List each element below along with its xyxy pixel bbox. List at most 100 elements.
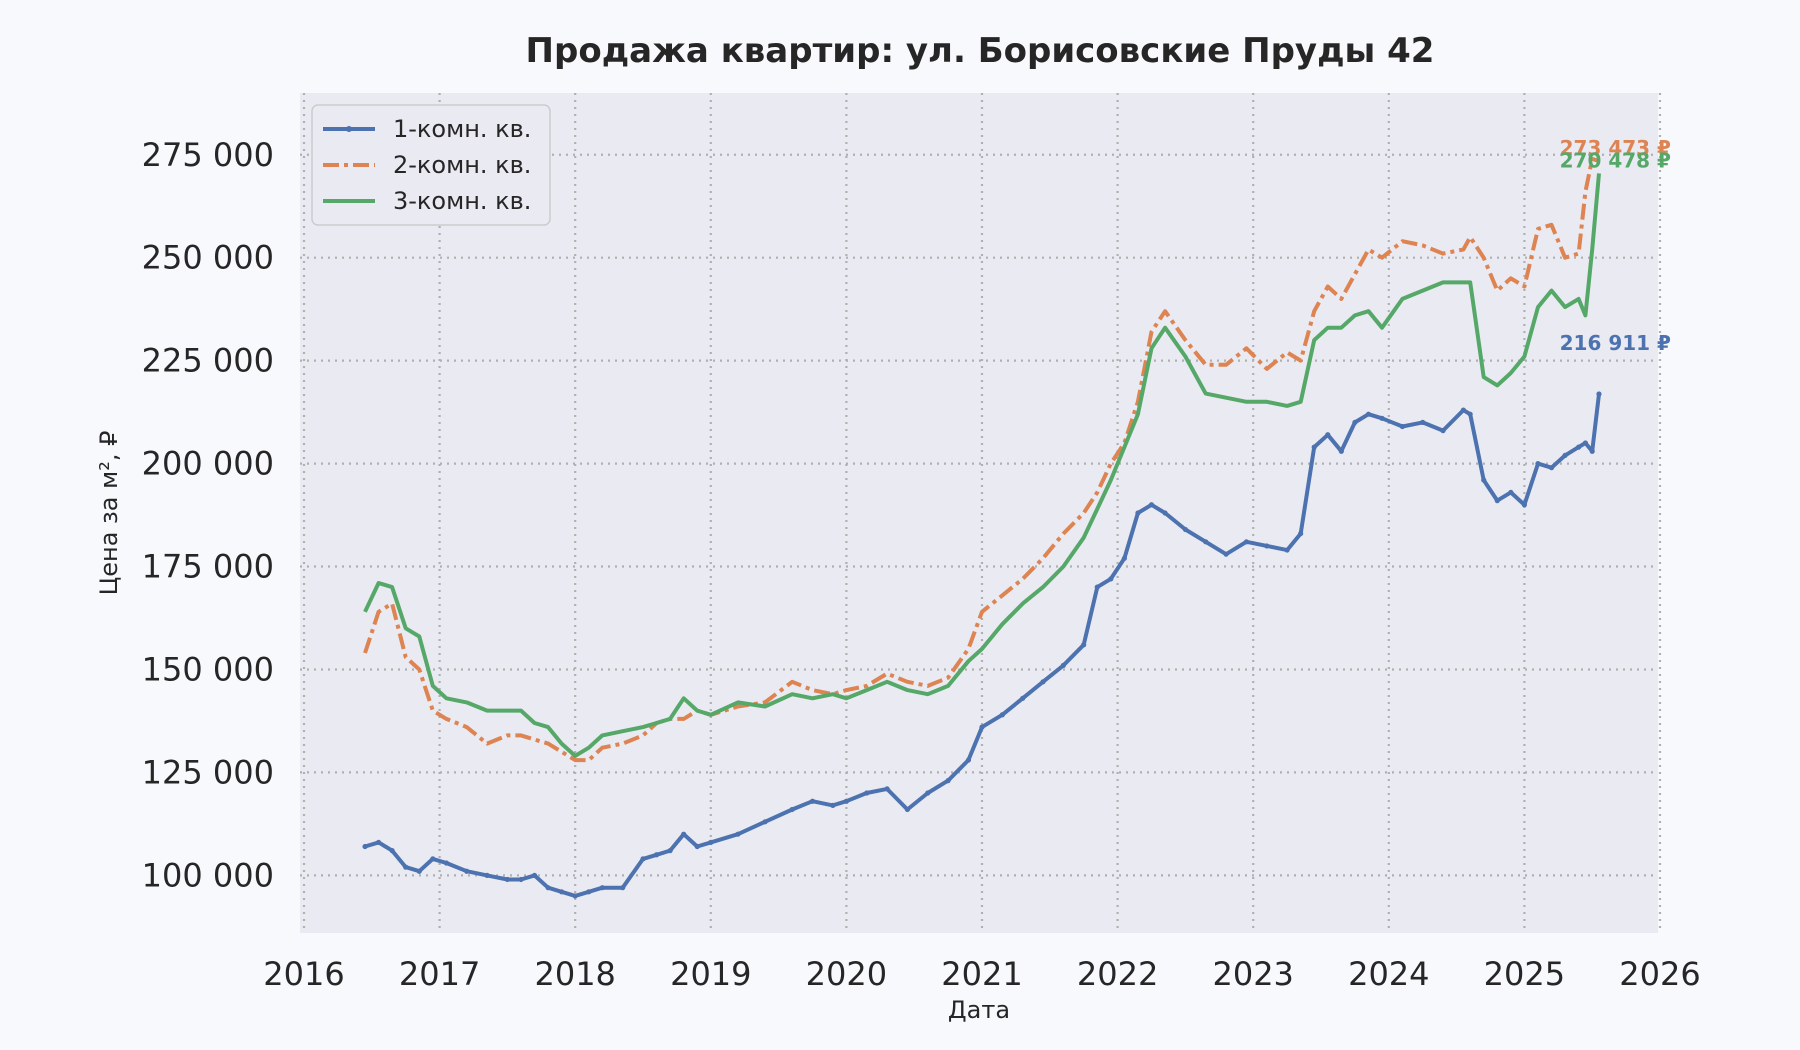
y-tick-label: 275 000 bbox=[142, 136, 274, 174]
y-tick-label: 150 000 bbox=[142, 650, 274, 688]
series-point bbox=[1467, 411, 1473, 417]
x-tick-label: 2025 bbox=[1484, 955, 1565, 993]
end-value-labels: 216 911 ₽ 273 473 ₽270 478 ₽ bbox=[1560, 136, 1671, 355]
series-point bbox=[1399, 423, 1405, 430]
series-lines bbox=[362, 156, 1602, 899]
series-point bbox=[1365, 411, 1372, 417]
series-point bbox=[620, 885, 626, 891]
series-point bbox=[1298, 530, 1304, 537]
legend: 1-комн. кв. 2-комн. кв. 3-комн. кв. bbox=[311, 104, 551, 226]
series-point bbox=[416, 868, 422, 874]
series-point bbox=[1060, 662, 1066, 668]
series-point bbox=[1460, 407, 1466, 413]
legend-marker bbox=[346, 126, 352, 132]
series-point bbox=[864, 790, 870, 796]
series-point bbox=[1081, 642, 1087, 648]
series-point bbox=[545, 885, 551, 891]
series-point bbox=[599, 885, 605, 891]
x-tick-label: 2018 bbox=[534, 955, 615, 993]
x-tick-label: 2016 bbox=[263, 955, 344, 993]
series-point bbox=[640, 856, 646, 862]
series-point bbox=[735, 831, 741, 837]
x-tick-label: 2023 bbox=[1212, 955, 1293, 993]
series-point bbox=[884, 786, 890, 792]
series-point bbox=[559, 889, 565, 895]
y-tick-label: 200 000 bbox=[142, 445, 274, 483]
series-point bbox=[1521, 502, 1527, 508]
x-tick-label: 2024 bbox=[1348, 955, 1429, 993]
legend-label: 1-комн. кв. bbox=[393, 115, 531, 143]
series-point bbox=[1264, 543, 1270, 549]
series-point bbox=[1352, 419, 1358, 426]
y-tick-label: 250 000 bbox=[142, 239, 274, 277]
series-point bbox=[1420, 419, 1426, 426]
end-value-label: 216 911 ₽ bbox=[1560, 331, 1671, 355]
series-point bbox=[1576, 444, 1582, 450]
series-point bbox=[1589, 448, 1595, 454]
series-point bbox=[1535, 460, 1541, 467]
series-point bbox=[945, 778, 951, 784]
series-point bbox=[1562, 452, 1568, 458]
series-line bbox=[363, 173, 1601, 758]
series-point bbox=[904, 806, 911, 813]
legend-label: 2-комн. кв. bbox=[393, 151, 531, 179]
end-value-label: 273 473 ₽ bbox=[1560, 136, 1671, 160]
series-point bbox=[1182, 526, 1188, 533]
series-point bbox=[464, 868, 470, 874]
series-point bbox=[518, 876, 524, 883]
series-point bbox=[484, 872, 490, 878]
series-point bbox=[979, 724, 985, 730]
series-point bbox=[667, 848, 673, 854]
series-point bbox=[430, 856, 436, 862]
x-tick-label: 2019 bbox=[670, 955, 751, 993]
series-point bbox=[1121, 555, 1127, 561]
series-point bbox=[694, 843, 700, 850]
series-point bbox=[925, 790, 931, 796]
series-point bbox=[708, 839, 714, 846]
series-point bbox=[1135, 510, 1141, 516]
y-tick-label: 100 000 bbox=[142, 856, 274, 894]
plot-area bbox=[300, 93, 1658, 933]
series-point bbox=[830, 802, 836, 808]
series-point bbox=[1548, 465, 1555, 471]
x-tick-label: 2021 bbox=[941, 955, 1022, 993]
series-point bbox=[1094, 584, 1100, 590]
grid-lines bbox=[300, 93, 1662, 933]
x-tick-label: 2020 bbox=[806, 955, 887, 993]
series-point bbox=[1148, 502, 1155, 508]
series-point bbox=[1440, 428, 1446, 434]
series-point bbox=[1494, 498, 1500, 504]
x-tick-labels: 2016 2017 2018 2019 2020 2021 2022 2023 2024 2025… bbox=[263, 955, 1700, 993]
y-tick-label: 175 000 bbox=[142, 548, 274, 586]
series-point bbox=[572, 893, 578, 899]
x-axis-label: Дата bbox=[948, 996, 1010, 1024]
y-tick-label: 125 000 bbox=[142, 753, 274, 791]
series-point bbox=[531, 872, 538, 878]
series-point bbox=[504, 876, 510, 883]
series-point bbox=[1596, 391, 1602, 397]
series-point bbox=[586, 889, 592, 895]
series-point bbox=[965, 757, 972, 763]
series-point bbox=[1108, 576, 1114, 582]
series-point bbox=[1311, 444, 1317, 450]
y-tick-labels: 100 000 125 000 150 000 175 000 200 000 225 0… bbox=[142, 136, 274, 895]
y-tick-label: 225 000 bbox=[142, 342, 274, 380]
legend-box bbox=[311, 104, 551, 226]
legend-label: 3-комн. кв. bbox=[393, 187, 531, 215]
series-point bbox=[681, 831, 687, 837]
series-point bbox=[999, 712, 1005, 718]
series-point bbox=[1481, 477, 1487, 483]
series-point bbox=[653, 852, 660, 858]
series-point bbox=[843, 798, 850, 804]
x-tick-label: 2017 bbox=[399, 955, 480, 993]
series-point bbox=[1325, 432, 1331, 438]
series-point bbox=[1020, 695, 1026, 701]
series-point bbox=[1508, 489, 1514, 496]
series-point bbox=[443, 860, 449, 866]
series-point bbox=[403, 864, 409, 870]
series-point bbox=[1379, 415, 1385, 421]
series-point bbox=[1040, 679, 1046, 685]
series-point bbox=[809, 798, 816, 804]
series-line bbox=[363, 156, 1600, 763]
